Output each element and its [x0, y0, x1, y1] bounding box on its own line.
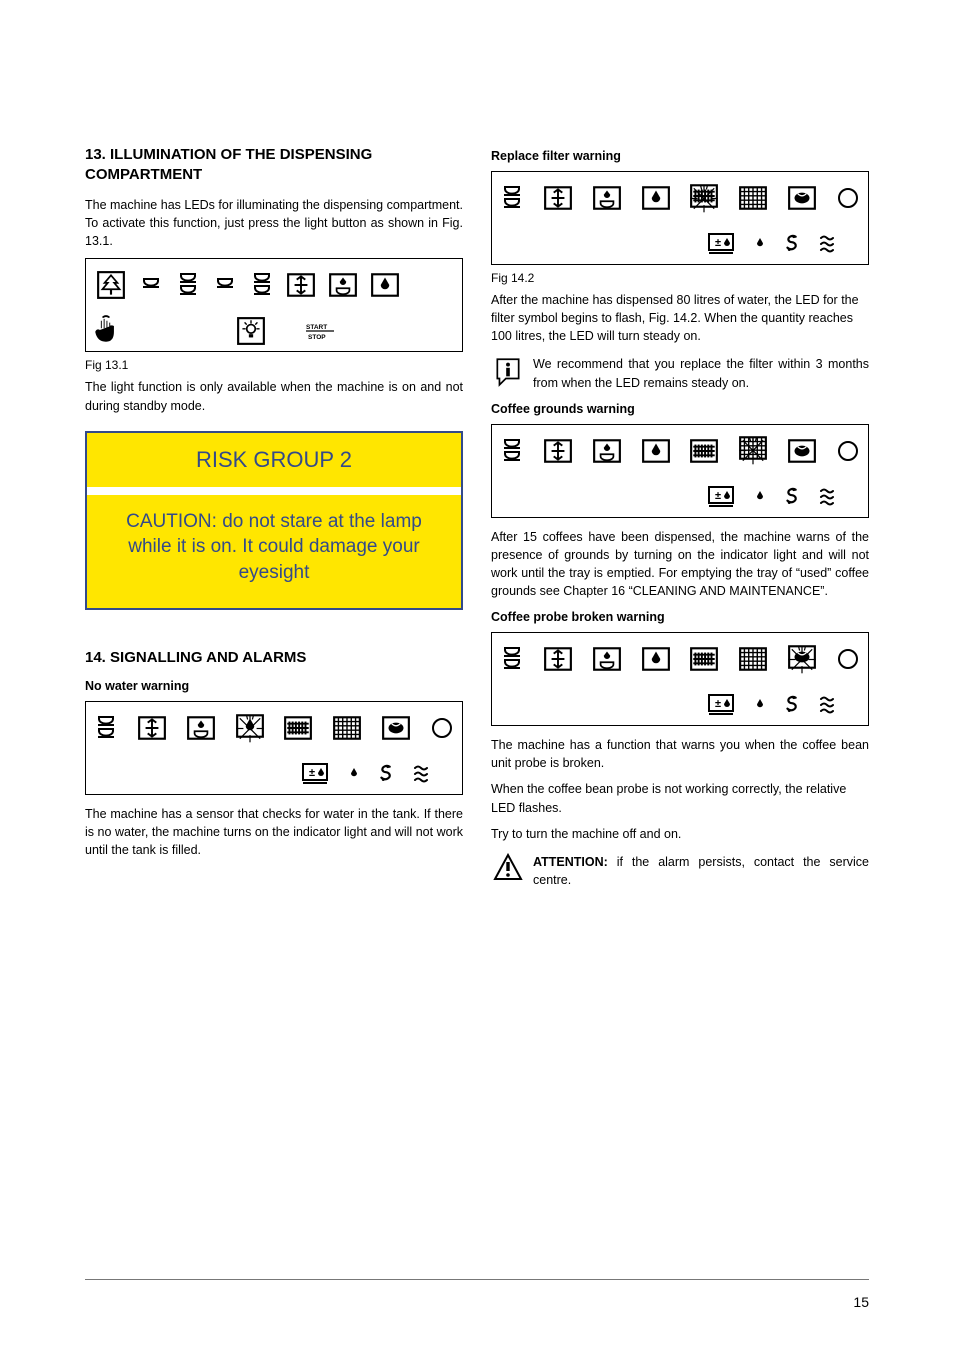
risk-body-text: CAUTION: do not stare at the lamp while … — [126, 511, 422, 583]
single-cup-icon — [138, 275, 164, 295]
tree-icon — [96, 270, 126, 300]
steam-cup-icon — [592, 644, 622, 674]
grounds-heading: Coffee grounds warning — [491, 402, 869, 416]
risk-header: RISK GROUP 2 — [87, 433, 461, 487]
risk-divider — [87, 487, 461, 495]
plus-minus-icon — [706, 485, 736, 509]
ring-icon — [430, 716, 454, 740]
replace-filter-heading: Replace filter warning — [491, 149, 869, 163]
small-drop-icon — [754, 236, 766, 252]
probe-panel — [491, 632, 869, 726]
grinder-icon — [286, 270, 316, 300]
section-14-title: 14. SIGNALLING AND ALARMS — [85, 648, 463, 668]
drop-icon-highlighted — [235, 711, 265, 746]
replace-filter-para: After the machine has dispensed 80 litre… — [491, 291, 869, 345]
double-cup-icon — [500, 644, 524, 674]
grinder-icon — [137, 713, 167, 743]
steam-cup-icon — [592, 183, 622, 213]
grid-icon — [738, 183, 768, 213]
squiggle-icon — [818, 487, 840, 507]
plus-minus-icon — [706, 693, 736, 717]
dense-square-icon — [283, 713, 313, 743]
squiggle-icon — [818, 695, 840, 715]
drop-icon — [641, 644, 671, 674]
ring-icon — [836, 186, 860, 210]
dense-square-icon — [689, 644, 719, 674]
no-water-heading: No water warning — [85, 679, 463, 693]
replace-filter-panel — [491, 171, 869, 265]
risk-group-box: RISK GROUP 2 CAUTION: do not stare at th… — [85, 431, 463, 610]
risk-body: CAUTION: do not stare at the lamp while … — [87, 495, 461, 608]
grinder-icon — [543, 644, 573, 674]
double-cup-icon — [176, 270, 200, 300]
risk-header-text: RISK GROUP 2 — [196, 447, 352, 472]
fig-14-2-caption: Fig 14.2 — [491, 271, 869, 285]
steam-cup-icon — [186, 713, 216, 743]
squiggle-icon — [818, 234, 840, 254]
probe-para-1: The machine has a function that warns yo… — [491, 736, 869, 772]
grinder-icon — [543, 436, 573, 466]
section-13-para-2: The light function is only available whe… — [85, 378, 463, 414]
grounds-panel — [491, 424, 869, 518]
no-water-panel — [85, 701, 463, 795]
attention-text: ATTENTION: if the alarm persists, contac… — [533, 853, 869, 889]
dense-square-icon-highlighted — [689, 181, 719, 216]
s-icon — [784, 486, 800, 508]
warning-triangle-icon — [491, 853, 525, 889]
probe-para-2: When the coffee bean probe is not workin… — [491, 780, 869, 816]
double-cup-icon — [500, 436, 524, 466]
hand-press-icon — [92, 314, 120, 348]
info-note-text: We recommend that you replace the filter… — [533, 355, 869, 391]
grinder-icon — [543, 183, 573, 213]
grid-icon — [738, 644, 768, 674]
section-13-para-1: The machine has LEDs for illuminating th… — [85, 196, 463, 250]
plus-minus-icon — [300, 762, 330, 786]
grounds-para: After 15 coffees have been dispensed, th… — [491, 528, 869, 601]
page-number: 15 — [853, 1294, 869, 1310]
drop-icon — [641, 183, 671, 213]
squiggle-icon — [412, 764, 434, 784]
grid-icon — [332, 713, 362, 743]
document-page: 13. ILLUMINATION OF THE DISPENSING COMPA… — [0, 0, 954, 1350]
small-drop-icon — [754, 489, 766, 505]
fig-13-1-panel — [85, 258, 463, 352]
s-icon — [784, 694, 800, 716]
start-stop-icon — [304, 321, 340, 341]
bean-icon — [381, 713, 411, 743]
bean-icon — [787, 183, 817, 213]
s-icon — [784, 233, 800, 255]
drop-icon — [641, 436, 671, 466]
plus-minus-icon — [706, 232, 736, 256]
dense-square-icon — [689, 436, 719, 466]
steam-cup-icon — [328, 270, 358, 300]
left-column: 13. ILLUMINATION OF THE DISPENSING COMPA… — [85, 145, 463, 899]
attention-note: ATTENTION: if the alarm persists, contac… — [491, 853, 869, 889]
single-cup-icon — [212, 275, 238, 295]
section-13-title: 13. ILLUMINATION OF THE DISPENSING COMPA… — [85, 145, 463, 184]
double-cup-icon — [500, 183, 524, 213]
two-column-layout: 13. ILLUMINATION OF THE DISPENSING COMPA… — [85, 145, 869, 899]
s-icon — [378, 763, 394, 785]
ring-icon — [836, 439, 860, 463]
bean-icon — [787, 436, 817, 466]
right-column: Replace filter warning — [491, 145, 869, 899]
small-drop-icon — [348, 766, 360, 782]
light-boxed-icon — [236, 316, 266, 346]
double-cup-icon — [94, 713, 118, 743]
probe-heading: Coffee probe broken warning — [491, 610, 869, 624]
small-drop-icon — [754, 697, 766, 713]
info-icon — [491, 355, 525, 391]
bean-icon-highlighted — [787, 642, 817, 677]
drop-icon — [370, 270, 400, 300]
probe-para-3: Try to turn the machine off and on. — [491, 825, 869, 843]
double-cup-icon — [250, 270, 274, 300]
grid-icon-highlighted — [738, 433, 768, 468]
fig-13-1-caption: Fig 13.1 — [85, 358, 463, 372]
info-note: We recommend that you replace the filter… — [491, 355, 869, 391]
footer-rule — [85, 1279, 869, 1280]
steam-cup-icon — [592, 436, 622, 466]
no-water-para: The machine has a sensor that checks for… — [85, 805, 463, 859]
ring-icon — [836, 647, 860, 671]
attention-label: ATTENTION: — [533, 855, 608, 869]
